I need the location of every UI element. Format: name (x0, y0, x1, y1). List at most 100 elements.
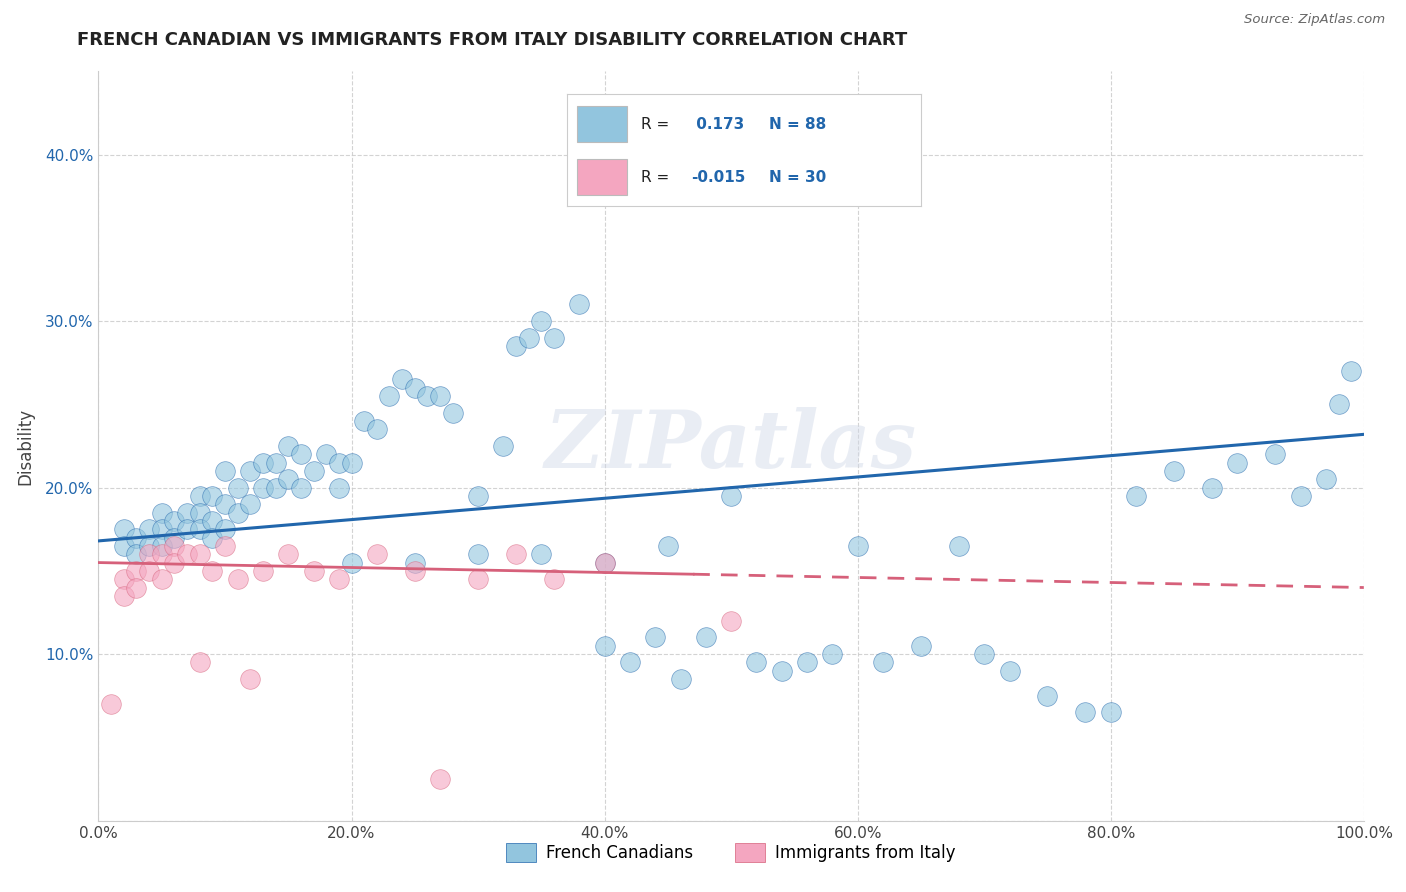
Point (150, 522, 173, 536)
Point (163, 556, 186, 570)
Point (315, 447, 337, 461)
Point (796, 656, 818, 670)
Point (302, 464, 325, 478)
Point (1315, 472, 1337, 486)
Point (467, 489, 489, 503)
Point (176, 547, 198, 561)
Point (112, 522, 135, 536)
Point (1074, 706, 1097, 720)
Point (1226, 456, 1249, 470)
Point (138, 522, 160, 536)
Point (467, 547, 489, 561)
Point (745, 656, 768, 670)
Point (188, 547, 211, 561)
Point (252, 456, 274, 470)
Point (328, 572, 350, 586)
Text: Source: ZipAtlas.com: Source: ZipAtlas.com (1244, 13, 1385, 27)
Point (176, 522, 198, 536)
Point (770, 664, 793, 678)
Point (214, 522, 236, 536)
Point (176, 506, 198, 520)
Point (366, 547, 388, 561)
Point (543, 572, 565, 586)
Point (277, 439, 299, 453)
Point (998, 664, 1021, 678)
Point (429, 389, 451, 403)
Point (505, 547, 527, 561)
Point (429, 772, 451, 786)
Point (1163, 464, 1185, 478)
Point (1036, 689, 1059, 703)
Point (163, 531, 186, 545)
Point (467, 572, 489, 586)
Point (378, 389, 401, 403)
Point (404, 556, 426, 570)
Point (366, 422, 388, 436)
Point (201, 564, 224, 578)
Point (214, 497, 236, 511)
Point (125, 564, 148, 578)
Point (340, 456, 363, 470)
Point (505, 339, 527, 353)
Point (188, 506, 211, 520)
Point (264, 456, 287, 470)
Point (163, 514, 186, 528)
Point (1264, 447, 1286, 461)
Point (239, 497, 262, 511)
Point (150, 506, 173, 520)
Point (163, 539, 186, 553)
Point (214, 539, 236, 553)
Point (226, 572, 249, 586)
Point (201, 531, 224, 545)
Text: ZIPatlas: ZIPatlas (546, 408, 917, 484)
Point (530, 547, 553, 561)
Point (720, 489, 742, 503)
Point (302, 564, 325, 578)
Point (1125, 489, 1147, 503)
Point (1327, 397, 1350, 411)
Point (391, 372, 413, 386)
Point (201, 489, 224, 503)
Point (188, 656, 211, 670)
Point (593, 556, 616, 570)
Point (973, 647, 995, 661)
Point (277, 472, 299, 486)
Point (150, 572, 173, 586)
Point (125, 581, 148, 595)
Point (264, 481, 287, 495)
Point (657, 539, 679, 553)
Point (277, 547, 299, 561)
Point (150, 539, 173, 553)
Point (150, 547, 173, 561)
Text: FRENCH CANADIAN VS IMMIGRANTS FROM ITALY DISABILITY CORRELATION CHART: FRENCH CANADIAN VS IMMIGRANTS FROM ITALY… (77, 31, 908, 49)
Point (138, 547, 160, 561)
Point (239, 464, 262, 478)
Point (948, 539, 970, 553)
Legend: French Canadians, Immigrants from Italy: French Canadians, Immigrants from Italy (499, 836, 963, 869)
Point (1289, 489, 1312, 503)
Point (252, 564, 274, 578)
Point (112, 589, 135, 603)
Point (214, 464, 236, 478)
Point (619, 656, 641, 670)
Point (695, 631, 717, 645)
Point (328, 481, 350, 495)
Point (226, 506, 249, 520)
Point (328, 456, 350, 470)
Point (353, 414, 375, 428)
Point (821, 647, 844, 661)
Point (226, 481, 249, 495)
Point (593, 556, 616, 570)
Point (644, 631, 666, 645)
Point (138, 539, 160, 553)
Y-axis label: Disability: Disability (15, 408, 34, 484)
Point (404, 564, 426, 578)
Point (290, 481, 312, 495)
Point (568, 297, 591, 311)
Point (112, 572, 135, 586)
Point (138, 564, 160, 578)
Point (441, 406, 464, 420)
Point (112, 539, 135, 553)
Point (872, 656, 894, 670)
Point (125, 547, 148, 561)
